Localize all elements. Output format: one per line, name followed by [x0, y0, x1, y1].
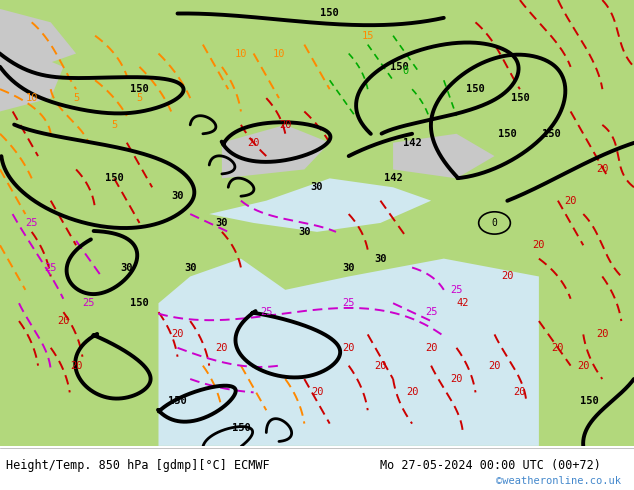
Text: 25: 25	[342, 298, 355, 308]
Text: 30: 30	[311, 182, 323, 192]
Text: 150: 150	[130, 84, 149, 94]
Text: 20: 20	[552, 343, 564, 353]
Text: 150: 150	[498, 129, 517, 139]
Text: 20: 20	[501, 271, 514, 281]
Text: 150: 150	[510, 93, 529, 103]
Text: 150: 150	[580, 396, 599, 406]
Text: 20: 20	[488, 361, 501, 370]
Text: 20: 20	[596, 329, 609, 340]
Text: 150: 150	[542, 129, 561, 139]
Text: 20: 20	[425, 343, 437, 353]
Text: 142: 142	[403, 138, 422, 147]
Text: 20: 20	[406, 388, 418, 397]
Text: 150: 150	[105, 173, 124, 183]
Text: 25: 25	[44, 263, 57, 272]
Text: 20: 20	[564, 196, 577, 206]
Text: 20: 20	[596, 165, 609, 174]
Text: 5: 5	[111, 120, 117, 130]
Text: 5: 5	[136, 93, 143, 103]
Text: 30: 30	[342, 263, 355, 272]
Text: 142: 142	[384, 173, 403, 183]
Text: 20: 20	[342, 343, 355, 353]
Polygon shape	[209, 178, 431, 232]
Text: 150: 150	[231, 423, 250, 433]
Text: 20: 20	[70, 361, 82, 370]
Text: 20: 20	[247, 138, 260, 147]
Text: ©weatheronline.co.uk: ©weatheronline.co.uk	[496, 476, 621, 486]
Text: 42: 42	[456, 298, 469, 308]
Text: 150: 150	[130, 298, 149, 308]
Text: 0: 0	[491, 218, 498, 228]
Polygon shape	[0, 0, 634, 446]
Text: 20: 20	[311, 388, 323, 397]
Text: 20: 20	[374, 361, 387, 370]
Text: 150: 150	[320, 8, 339, 19]
Text: 10: 10	[25, 93, 38, 103]
Text: 25: 25	[260, 307, 273, 317]
Text: Height/Temp. 850 hPa [gdmp][°C] ECMWF: Height/Temp. 850 hPa [gdmp][°C] ECMWF	[6, 459, 270, 472]
Text: 20: 20	[450, 374, 463, 384]
Text: 25: 25	[425, 307, 437, 317]
Polygon shape	[158, 259, 539, 446]
Text: 30: 30	[184, 263, 197, 272]
Polygon shape	[0, 45, 63, 112]
Text: 0: 0	[403, 66, 409, 76]
Text: 20: 20	[577, 361, 590, 370]
Text: 25: 25	[82, 298, 95, 308]
Text: 30: 30	[171, 191, 184, 201]
Text: 25: 25	[25, 218, 38, 228]
Text: 15: 15	[361, 31, 374, 41]
Text: 20: 20	[216, 343, 228, 353]
Text: 30: 30	[374, 254, 387, 264]
Text: 150: 150	[168, 396, 187, 406]
Polygon shape	[393, 134, 495, 178]
Text: 30: 30	[216, 218, 228, 228]
Text: 10: 10	[235, 49, 247, 58]
Polygon shape	[0, 9, 76, 67]
Polygon shape	[222, 125, 330, 178]
Text: 25: 25	[450, 285, 463, 295]
Text: 10: 10	[273, 49, 285, 58]
Text: Mo 27-05-2024 00:00 UTC (00+72): Mo 27-05-2024 00:00 UTC (00+72)	[380, 459, 601, 472]
Text: 20: 20	[279, 120, 292, 130]
Text: 30: 30	[120, 263, 133, 272]
Text: 150: 150	[466, 84, 485, 94]
Text: 20: 20	[533, 240, 545, 250]
Text: 20: 20	[171, 329, 184, 340]
Text: 20: 20	[57, 316, 70, 326]
Text: 20: 20	[514, 388, 526, 397]
Text: 5: 5	[73, 93, 79, 103]
Text: 30: 30	[298, 227, 311, 237]
Text: 150: 150	[390, 62, 409, 72]
